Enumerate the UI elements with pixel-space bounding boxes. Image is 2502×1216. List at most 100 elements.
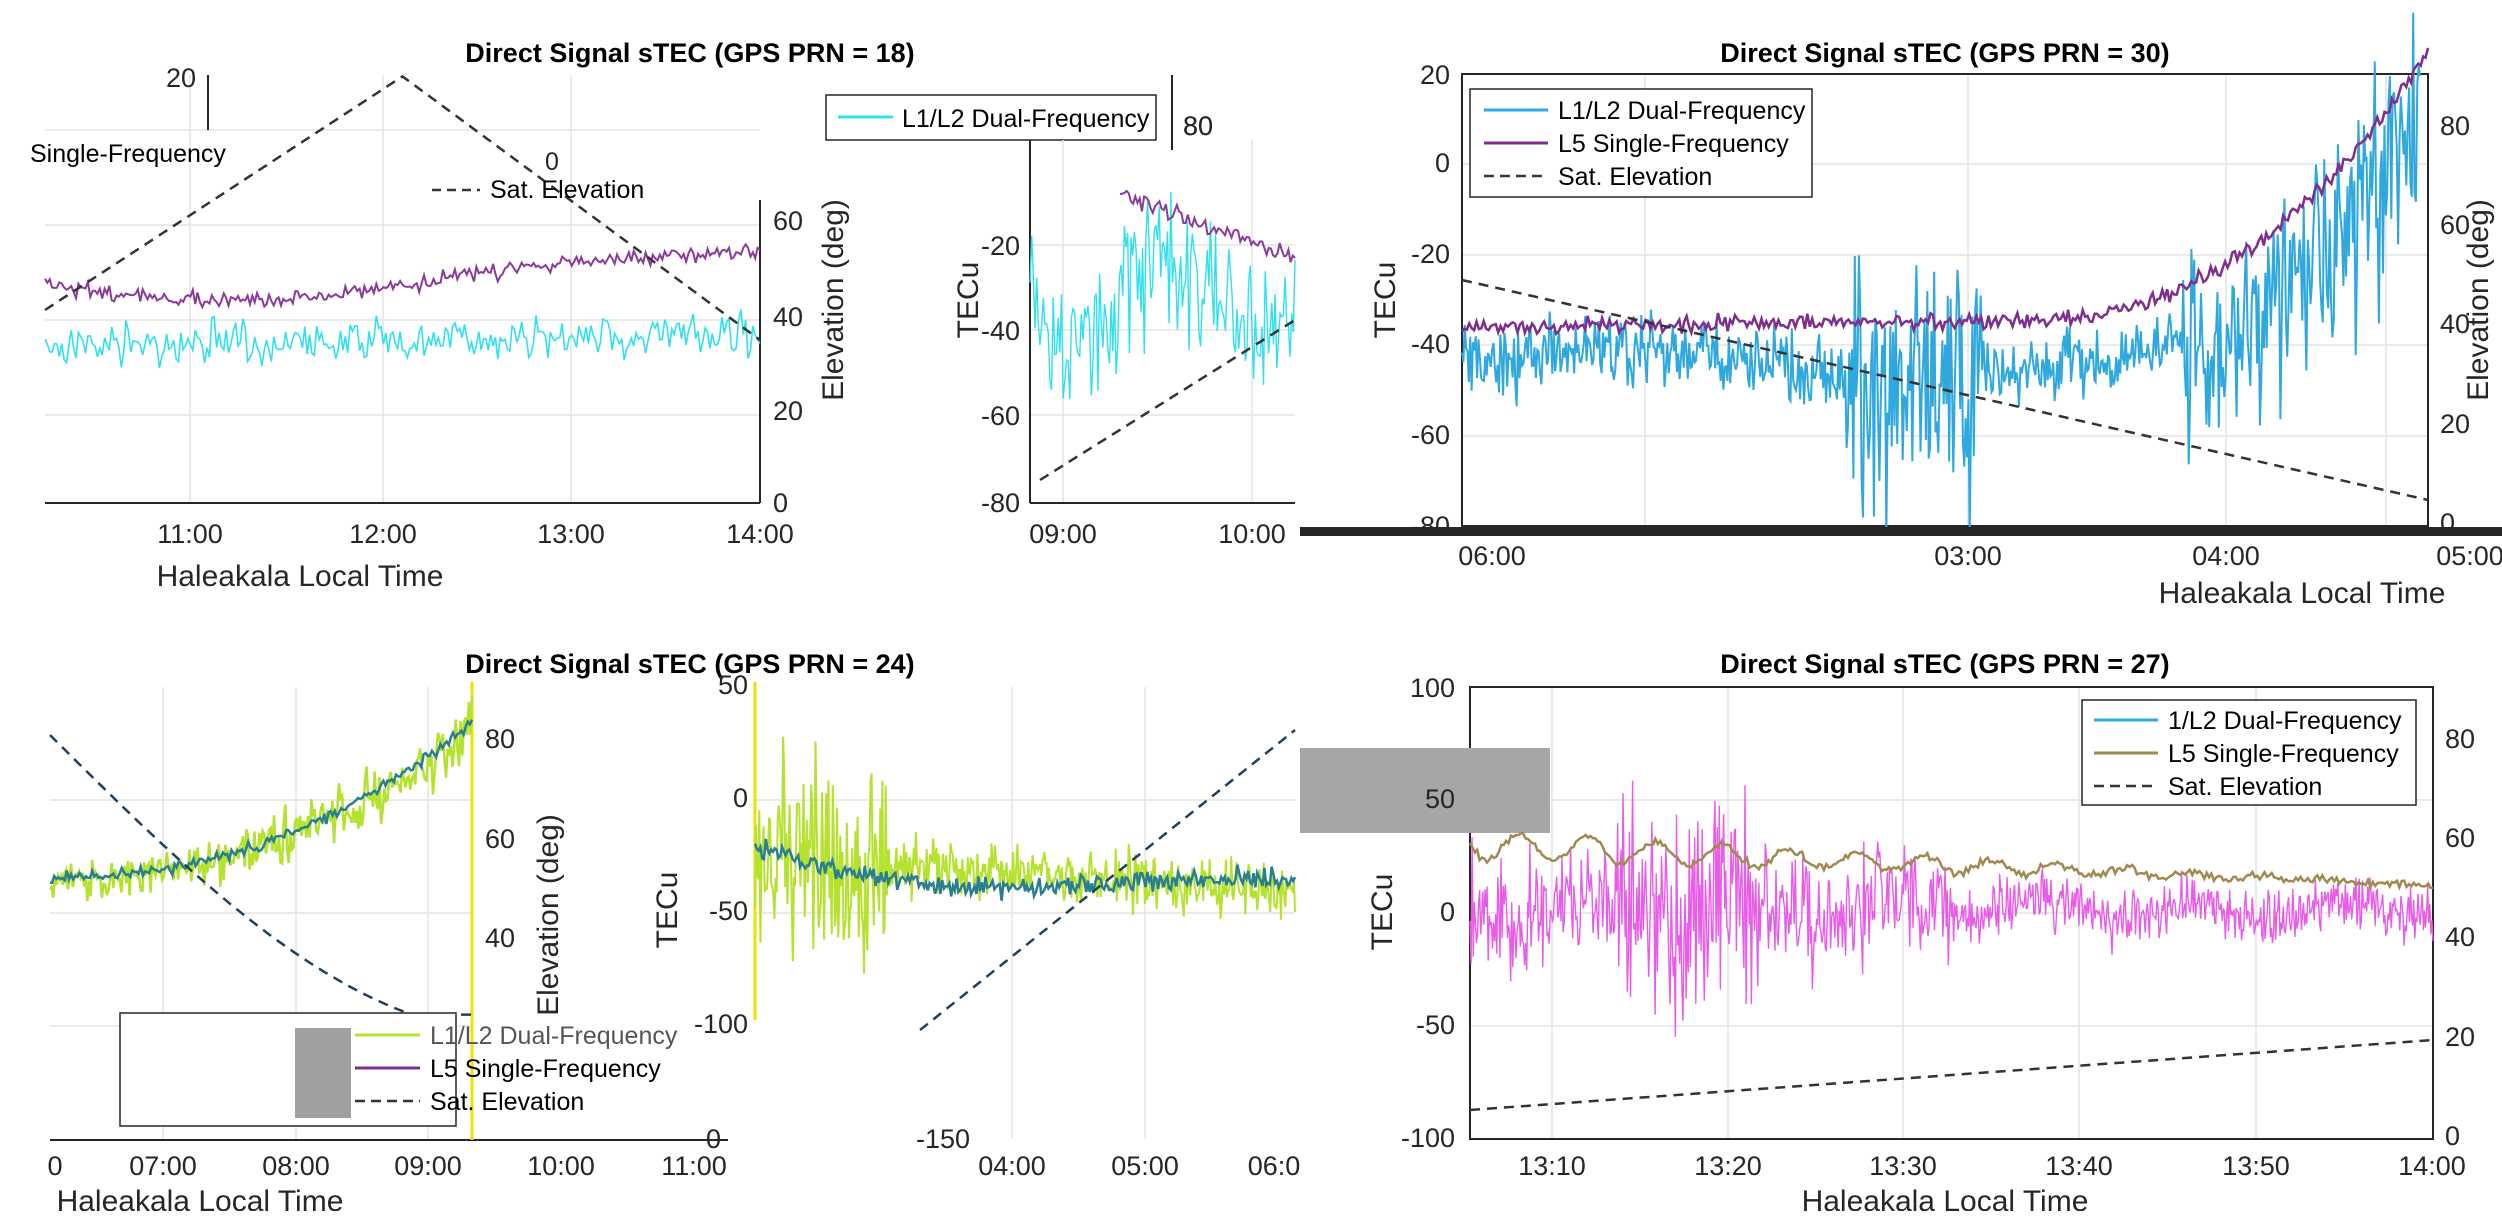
- prn27-ytick-left-3: -50: [1416, 1010, 1455, 1040]
- prn30-series-group: [1461, 12, 2430, 535]
- prn24-ytick-right-0: 80: [485, 724, 515, 754]
- fragment-bottom-ylabel: TECu: [651, 872, 684, 949]
- panel-prn18: Direct Signal sTEC (GPS PRN = 18) 20 11:…: [30, 38, 1213, 593]
- prn27-xlabel: Haleakala Local Time: [1802, 1185, 2089, 1211]
- prn27-ytick-left-2: 0: [1440, 897, 1455, 927]
- prn27-series-group: [1468, 780, 2434, 1112]
- prn18-ytick-left-0: 20: [166, 63, 196, 93]
- prn18-grid: [45, 75, 760, 503]
- fragment-top-xtick-0: 09:00: [1029, 519, 1097, 549]
- prn30-line-sat-elevation: [1461, 278, 2429, 502]
- prn30-legend-0: L1/L2 Dual-Frequency: [1558, 97, 1806, 125]
- fragment-top-series-group: [1029, 189, 1296, 482]
- prn27-ytick-right-0: 80: [2445, 724, 2475, 754]
- prn30-xtick-0: 06:00: [1458, 541, 1526, 571]
- prn24-xtick-3: 09:00: [394, 1151, 462, 1181]
- fragment-bottom-series-group: [753, 729, 1297, 1031]
- prn27-title: Direct Signal sTEC (GPS PRN = 27): [1720, 649, 2169, 679]
- prn18-legend-2: Sat. Elevation: [490, 176, 644, 204]
- fragment-bottom-ytick-3: -100: [694, 1009, 748, 1039]
- prn27-ytick-left-1: 50: [1425, 784, 1455, 814]
- prn27-xtick-0: 13:10: [1518, 1151, 1586, 1181]
- prn27-ytick-right-3: 20: [2445, 1022, 2475, 1052]
- prn24-xtick-0: 0: [47, 1151, 62, 1181]
- prn24-ytick-right-3: 0: [706, 1124, 721, 1154]
- prn24-xtick-1: 07:00: [129, 1151, 197, 1181]
- prn18-line-sat-elevation: [44, 74, 761, 342]
- panel-prn24: Direct Signal sTEC (GPS PRN = 24) 80 60 …: [47, 649, 914, 1216]
- prn18-xtick-1: 12:00: [349, 519, 417, 549]
- prn24-legend-1: L5 Single-Frequency: [430, 1055, 661, 1083]
- prn24-ytick-right-1: 60: [485, 824, 515, 854]
- prn27-legend-1: L5 Single-Frequency: [2168, 740, 2399, 768]
- prn30-legend-2: Sat. Elevation: [1558, 163, 1712, 191]
- panel-fragment-bottom: 50 0 -50 -100 -150 TECu 04:00 05:00 06:0: [651, 670, 1300, 1181]
- prn27-xtick-2: 13:30: [1869, 1151, 1937, 1181]
- prn27-xtick-5: 14:00: [2398, 1151, 2466, 1181]
- prn24-xtick-4: 10:00: [527, 1151, 595, 1181]
- prn24-xlabel: Haleakala Local Time: [57, 1185, 344, 1211]
- prn18-ytick-right-4: 80: [1183, 111, 1213, 141]
- prn18-xlabel: Haleakala Local Time: [157, 560, 444, 593]
- prn30-title: Direct Signal sTEC (GPS PRN = 30): [1720, 38, 2169, 68]
- prn30-ytick-left-5: -80: [1411, 511, 1450, 541]
- fragment-top-ylabel: TECu: [952, 262, 985, 339]
- prn18-xtick-3: 14:00: [726, 519, 794, 549]
- prn18-ytick-right-3: 60: [773, 206, 803, 236]
- prn24-series-group: [49, 695, 474, 1016]
- prn27-line-sat-elevation: [1469, 1038, 2434, 1112]
- fragment-bottom-xtick-0: 04:00: [978, 1151, 1046, 1181]
- prn24-xtick-2: 08:00: [262, 1151, 330, 1181]
- fragment-top-ytick-0: 0: [545, 148, 559, 176]
- prn30-ylabel: TECu: [1369, 262, 1402, 339]
- fragment-top-ytick-right-0: 80: [1183, 111, 1213, 141]
- fragment-top-ytick-4: -80: [981, 488, 1020, 518]
- fragment-bottom-ytick-1: 0: [733, 783, 748, 813]
- prn24-line-single-frequency: [49, 719, 474, 885]
- prn30-line-single-frequency: [1461, 47, 2430, 338]
- prn18-line-dual-frequency: [44, 309, 761, 369]
- fragment-bottom-xtick-1: 05:00: [1111, 1151, 1179, 1181]
- prn18-ytick-right-1: 20: [773, 396, 803, 426]
- prn18-title: Direct Signal sTEC (GPS PRN = 18): [465, 38, 914, 68]
- prn24-legend-2: Sat. Elevation: [430, 1088, 584, 1116]
- fragment-bottom-ytick-2: -50: [709, 896, 748, 926]
- prn27-ytick-right-4: 0: [2445, 1121, 2460, 1151]
- prn18-xtick-0: 11:00: [157, 519, 223, 549]
- prn18-legend-0: L1/L2 Dual-Frequency: [902, 105, 1150, 133]
- prn18-legend-1: Single-Frequency: [30, 140, 226, 168]
- prn30-legend-1: L5 Single-Frequency: [1558, 130, 1789, 158]
- prn24-ytick-right-2: 40: [485, 923, 515, 953]
- prn27-line-single-frequency: [1468, 831, 2434, 891]
- prn18-line-single-frequency: [44, 242, 761, 310]
- prn27-xtick-3: 13:40: [2045, 1151, 2113, 1181]
- prn30-ytick-right-0: 80: [2440, 111, 2470, 141]
- fragment-top-xtick-1: 10:00: [1218, 519, 1286, 549]
- prn18-ytick-right-2: 40: [773, 302, 803, 332]
- prn27-ytick-left-4: -100: [1401, 1123, 1455, 1153]
- prn30-ytick-left-1: 0: [1435, 148, 1450, 178]
- prn30-xtick-3: 05:00: [2436, 541, 2502, 571]
- prn24-title: Direct Signal sTEC (GPS PRN = 24): [465, 649, 914, 679]
- fragment-top-line-single-frequency: [1119, 189, 1296, 263]
- fragment-bottom-ytick-4: -150: [916, 1124, 970, 1154]
- prn30-line-dual-frequency: [1461, 12, 2421, 535]
- prn27-ytick-left-0: 100: [1410, 673, 1455, 703]
- prn18-ylabel-right: Elevation (deg): [817, 199, 850, 401]
- prn24-line-sat-elevation: [49, 734, 472, 1016]
- prn30-xlabel: Haleakala Local Time: [2159, 577, 2446, 610]
- prn27-ytick-right-1: 60: [2445, 823, 2475, 853]
- prn30-ylabel-right: Elevation (deg): [2462, 199, 2495, 401]
- panel-prn27: Direct Signal sTEC (GPS PRN = 27) 100 50…: [1300, 649, 2475, 1216]
- prn27-legend-2: Sat. Elevation: [2168, 773, 2322, 801]
- prn30-ytick-left-4: -60: [1411, 420, 1450, 450]
- fragment-bottom-xtick-2: 06:0: [1248, 1151, 1301, 1181]
- prn27-ylabel: TECu: [1366, 874, 1399, 951]
- prn30-ytick-left-2: -20: [1411, 239, 1450, 269]
- prn30-xtick-1: 03:00: [1934, 541, 2002, 571]
- prn18-series-group: [44, 74, 761, 369]
- prn27-xtick-4: 13:50: [2222, 1151, 2290, 1181]
- panel-fragment-top: 0 -20 -40 -60 -80 TECu 09:00 10:00 80: [545, 111, 1296, 549]
